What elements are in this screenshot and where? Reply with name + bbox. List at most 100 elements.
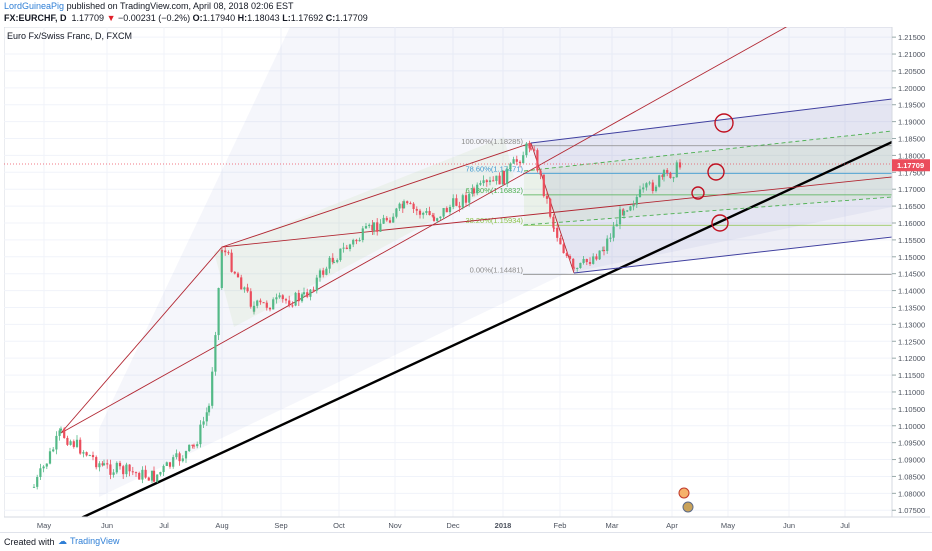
candle-body <box>368 224 371 227</box>
x-tick-label: Sep <box>274 521 287 530</box>
y-tick-label: 1.11500 <box>898 371 925 380</box>
candle-body <box>406 201 409 204</box>
candle-body <box>175 453 178 458</box>
candle-body <box>602 249 606 252</box>
candle-body <box>88 455 91 457</box>
candle-body <box>82 452 85 454</box>
candle-body <box>147 477 150 481</box>
candle-body <box>150 470 154 481</box>
candle-body <box>312 289 315 291</box>
y-tick-label: 1.08000 <box>898 489 925 498</box>
candle-body <box>488 180 492 183</box>
candle-body <box>576 267 579 269</box>
y-tick-label: 1.12500 <box>898 337 925 346</box>
candle-body <box>342 247 345 249</box>
chart-area[interactable]: 100.00%(1.18285)78.60%(1.17471)61.80%(1.… <box>3 0 931 534</box>
candles <box>32 140 682 490</box>
open-label: O: <box>192 13 203 23</box>
drawing-lines[interactable] <box>4 16 893 521</box>
candle-body <box>32 486 36 488</box>
y-tick-label: 1.09000 <box>898 456 925 465</box>
candle-body <box>361 228 364 241</box>
candle-body <box>227 252 230 254</box>
candle-body <box>452 198 455 207</box>
x-tick-label: May <box>37 521 51 530</box>
fib-zone-fill <box>524 131 892 225</box>
candle-body <box>545 196 549 199</box>
candle-body <box>168 462 172 467</box>
indicator-badges[interactable] <box>678 487 694 513</box>
candle-body <box>372 222 376 231</box>
candle-body <box>436 218 439 221</box>
candle-body <box>332 262 336 264</box>
candle-body <box>214 335 217 372</box>
y-tick-label: 1.16000 <box>898 219 925 228</box>
candle-body <box>165 462 168 467</box>
high-label: H: <box>237 13 248 23</box>
candle-body <box>651 182 654 192</box>
fib-level-label: 100.00%(1.18285) <box>461 137 523 146</box>
chart-svg[interactable]: 100.00%(1.18285)78.60%(1.17471)61.80%(1.… <box>3 0 931 534</box>
candle-body <box>178 453 181 462</box>
candle-body <box>268 307 272 310</box>
candle-body <box>592 256 595 264</box>
candle-body <box>645 183 648 188</box>
high-value: 1.18043 <box>247 13 280 23</box>
candle-body <box>412 203 415 209</box>
candle-body <box>243 287 246 290</box>
candle-body <box>246 287 249 292</box>
candle-body <box>401 203 404 209</box>
candle-body <box>95 457 98 468</box>
y-tick-label: 1.15000 <box>898 253 925 262</box>
candle-body <box>654 186 658 192</box>
y-tick-label: 1.18500 <box>898 135 925 144</box>
x-tick-label: 2018 <box>495 521 512 530</box>
candle-body <box>134 472 138 474</box>
candle-body <box>418 210 422 215</box>
candle-body <box>572 267 576 269</box>
pitchfork-leg <box>60 246 223 434</box>
candle-body <box>181 458 184 462</box>
candle-body <box>325 268 328 275</box>
candle-body <box>36 477 39 487</box>
candle-body <box>428 211 431 215</box>
candle-body <box>422 212 425 215</box>
pitchfork-median <box>221 176 893 248</box>
candle-body <box>431 214 434 217</box>
candle-body <box>322 270 325 275</box>
author-link[interactable]: LordGuineaPig <box>4 1 65 11</box>
candle-body <box>662 170 666 177</box>
candle-body <box>192 445 196 447</box>
candle-body <box>91 455 95 458</box>
close-label: C: <box>325 13 336 23</box>
fib-level-label: 38.20%(1.15934) <box>465 216 523 225</box>
circle-annotations[interactable] <box>691 113 734 232</box>
y-tick-label: 1.16500 <box>898 202 925 211</box>
y-tick-label: 1.08500 <box>898 472 925 481</box>
x-tick-label: Jun <box>783 521 795 530</box>
candle-body <box>230 252 233 272</box>
x-tick-label: Apr <box>666 521 678 530</box>
candle-body <box>72 441 75 447</box>
candle-body <box>471 188 474 194</box>
y-tick-label: 1.14500 <box>898 270 925 279</box>
candle-body <box>525 143 528 156</box>
candle-body <box>306 292 309 297</box>
candle-body <box>355 239 358 242</box>
candle-body <box>618 209 622 225</box>
time-axis[interactable]: May Jun Jul Aug Sep Oct Nov Dec 2018 Feb Mar Apr May… <box>4 516 930 533</box>
circle-annotation <box>707 163 725 181</box>
candle-body <box>501 170 504 185</box>
candle-body <box>606 238 609 252</box>
price-axis[interactable]: 1.07500 1.08000 1.08500 1.09000 1.09500 1.100… <box>891 27 930 517</box>
candle-body <box>549 198 552 217</box>
created-with-label: Created with <box>4 537 55 547</box>
tradingview-logo[interactable]: ☁ TradingView <box>55 536 120 547</box>
circle-annotation <box>691 186 705 200</box>
fib-level-label: 78.60%(1.17471) <box>465 164 523 173</box>
candle-body <box>69 441 72 445</box>
cloud-icon: ☁ <box>58 536 67 546</box>
candle-body <box>402 201 406 209</box>
candle-body <box>518 161 522 164</box>
current-price-tag <box>892 159 930 172</box>
